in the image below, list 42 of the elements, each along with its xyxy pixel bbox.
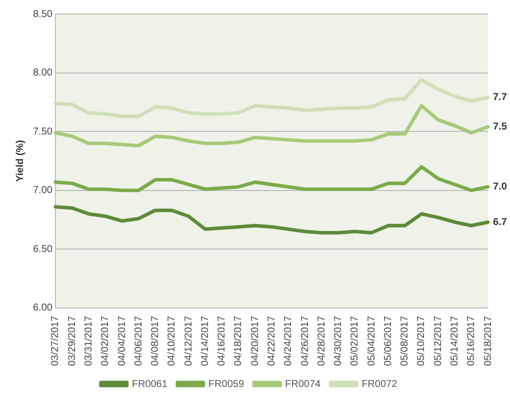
- x-tick-label: 04/08/2017: [150, 316, 162, 366]
- x-tick-label: 04/16/2017: [216, 316, 228, 366]
- x-tick-label: 04/22/2017: [266, 316, 278, 366]
- annotation: 7.0: [493, 182, 508, 193]
- x-tick-label: 03/31/2017: [83, 316, 94, 366]
- y-tick-label: 8.00: [32, 68, 53, 79]
- x-tick-label: 05/12/2017: [432, 316, 444, 366]
- x-tick-label: 04/02/2017: [100, 316, 112, 366]
- annotation: 7.7: [493, 92, 508, 104]
- y-tick-label: 6.00: [32, 302, 53, 314]
- x-tick-label: 04/28/2017: [316, 316, 328, 366]
- x-tick-label: 04/24/2017: [283, 316, 294, 366]
- x-tick-label: 05/16/2017: [466, 316, 478, 366]
- legend-label: FR0061: [132, 378, 168, 390]
- annotation: 7.5: [493, 122, 508, 133]
- x-tick-label: 05/06/2017: [382, 316, 394, 366]
- legend-label: FR0059: [208, 378, 244, 390]
- y-tick-label: 8.50: [32, 8, 53, 20]
- y-tick-label: 7.00: [32, 185, 53, 196]
- x-tick-label: 04/06/2017: [133, 316, 144, 366]
- x-tick-label: 05/08/2017: [400, 316, 411, 366]
- legend-label: FR0072: [362, 378, 398, 390]
- y-tick-label: 6.50: [32, 244, 53, 255]
- x-tick-label: 04/10/2017: [166, 316, 178, 366]
- x-tick-label: 04/12/2017: [183, 316, 194, 366]
- x-tick-label: 04/20/2017: [250, 316, 261, 366]
- x-tick-label: 05/02/2017: [350, 316, 361, 366]
- y-tick-label: 7.50: [32, 126, 53, 138]
- x-tick-label: 04/14/2017: [200, 316, 211, 366]
- x-tick-label: 03/29/2017: [66, 316, 78, 366]
- x-tick-label: 05/18/2017: [482, 316, 494, 366]
- x-tick-label: 04/04/2017: [116, 316, 128, 366]
- legend-label: FR0074: [285, 378, 322, 390]
- annotation: 6.7: [493, 216, 508, 228]
- x-tick-label: 04/30/2017: [333, 316, 344, 366]
- y-axis-title: Yield (%): [14, 140, 26, 182]
- x-tick-label: 05/10/2017: [416, 316, 428, 366]
- x-tick-label: 03/27/2017: [50, 316, 62, 366]
- x-tick-label: 05/04/2017: [366, 316, 378, 366]
- x-tick-label: 05/14/2017: [449, 316, 460, 366]
- x-tick-label: 04/18/2017: [233, 316, 244, 366]
- x-tick-label: 04/26/2017: [300, 316, 311, 366]
